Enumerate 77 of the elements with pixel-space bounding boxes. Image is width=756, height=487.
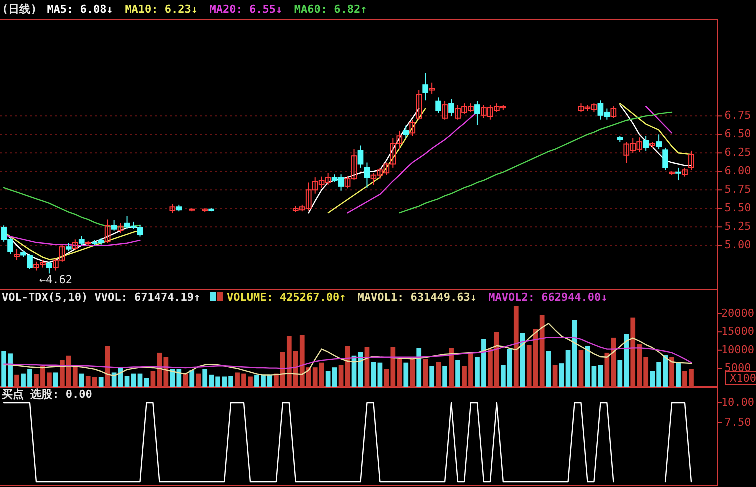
bar: [676, 362, 681, 387]
y-tick-label: 10.00: [721, 396, 755, 410]
bar: [546, 351, 552, 387]
candlestick: [688, 150, 694, 171]
line-series: [3, 336, 692, 370]
candlestick: [448, 98, 454, 117]
bar: [559, 364, 564, 387]
candlestick: [662, 147, 668, 171]
annotation: ←4.62: [39, 274, 73, 287]
y-tick-label: 20000: [721, 306, 755, 320]
candlestick: [358, 145, 364, 168]
line-series: [3, 323, 692, 377]
candlestick: [410, 119, 416, 137]
y-tick-label: 5.75: [724, 183, 752, 196]
y-tick-label: 6.75: [724, 109, 752, 122]
bar: [124, 376, 130, 387]
candlestick: [656, 134, 662, 150]
candlestick: [436, 97, 442, 114]
candlestick: [643, 136, 650, 152]
bar: [566, 350, 571, 387]
legend-label: VOLUME: 425267.00↑: [227, 291, 346, 304]
y-tick-label: 5.50: [724, 202, 752, 215]
text: MAVOL1: 631449.63↓: [358, 291, 478, 304]
y-tick-label: 6.25: [724, 146, 752, 160]
y-tick-label: 5000: [724, 362, 752, 375]
candlestick: [72, 239, 78, 251]
bar: [332, 368, 338, 387]
y-tick-label: 5.00: [724, 238, 752, 252]
y-tick-label: 10000: [721, 343, 755, 356]
text: X100: [730, 372, 756, 385]
candlestick: [27, 254, 33, 270]
candlestick: [78, 236, 85, 246]
bar: [378, 362, 383, 387]
candlestick: [429, 82, 436, 94]
candlestick: [676, 167, 682, 182]
candlestick: [416, 90, 422, 120]
candlestick: [442, 100, 448, 120]
candlestick: [118, 222, 124, 234]
bar: [190, 370, 195, 387]
bar: [456, 360, 460, 387]
text: MA10: 6.23↓: [125, 3, 198, 16]
bar: [98, 377, 104, 387]
candlestick: [111, 220, 118, 232]
bar: [138, 374, 143, 387]
bar: [144, 378, 150, 387]
bar: [404, 362, 409, 387]
candlestick: [610, 106, 617, 119]
candlestick: [474, 100, 480, 126]
text: MA20: 6.55↓: [210, 3, 283, 16]
chart-title: 买点 选股: 0.00: [2, 388, 92, 401]
candlestick: [403, 125, 410, 139]
y-tick-label: 15000: [721, 325, 755, 338]
y-tick-label: 7.50: [724, 416, 752, 429]
bar: [416, 348, 422, 387]
candlestick: [14, 248, 20, 261]
y-tick-label: 5.25: [724, 220, 752, 234]
candlestick: [104, 219, 111, 244]
y-tick-label: 6.00: [724, 164, 752, 178]
bar: [131, 374, 136, 387]
bar: [592, 366, 597, 387]
text: MA60: 6.82↑: [294, 3, 368, 16]
text: MAVOL2: 662944.00↓: [488, 291, 608, 304]
chart-title: VOL-TDX(5,10) VVOL: 671474.19↑: [2, 291, 201, 304]
candlestick: [422, 72, 429, 102]
candlestick: [364, 162, 370, 188]
bar: [79, 374, 84, 387]
bar: [326, 371, 331, 387]
bar: [442, 366, 448, 387]
chart-title: (日线): [2, 3, 38, 16]
y-tick-label: 6.50: [724, 128, 752, 141]
bar: [520, 333, 526, 387]
bar: [598, 365, 604, 387]
candlestick: [46, 261, 52, 274]
text: MA5: 6.08↓: [47, 3, 114, 16]
bar: [430, 366, 435, 387]
bar: [54, 372, 58, 387]
bar: [371, 362, 376, 387]
